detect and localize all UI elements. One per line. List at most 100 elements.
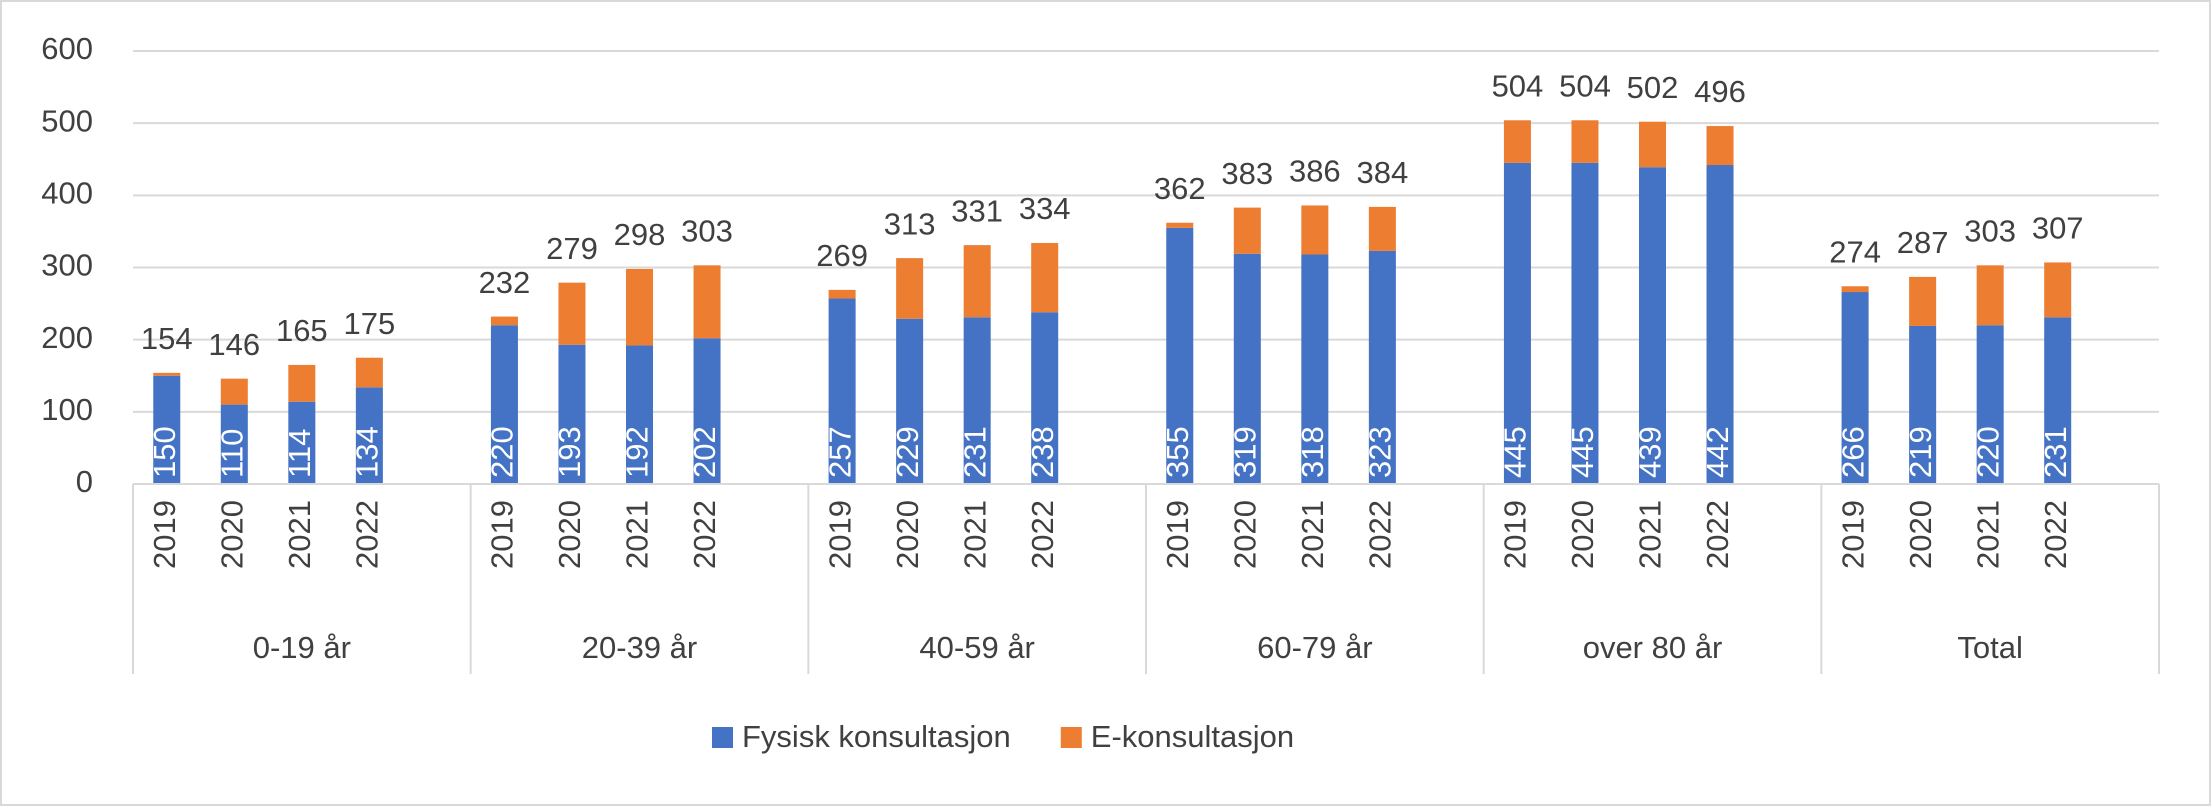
value-label: 192	[620, 426, 655, 478]
x-tick-label: 2019	[822, 500, 857, 569]
bar-segment	[558, 282, 586, 345]
total-label: 307	[2032, 211, 2084, 246]
y-tick-label: 400	[41, 176, 93, 211]
x-tick-label: 2020	[552, 500, 587, 569]
total-label: 313	[884, 206, 936, 241]
bar-segment	[288, 364, 316, 402]
x-tick-label: 2021	[282, 500, 317, 569]
bar-segment	[1368, 206, 1396, 251]
x-tick-label: 2019	[1160, 500, 1195, 569]
x-tick-label: 2022	[2038, 500, 2073, 569]
group-label: Total	[1957, 630, 2022, 665]
bar-segment	[828, 289, 856, 299]
total-label: 279	[546, 231, 598, 266]
bar-segment	[1638, 167, 1667, 484]
bar-segment	[625, 345, 654, 484]
group-label: 0-19 år	[253, 630, 351, 665]
bar-segment	[1301, 205, 1329, 255]
value-label: 266	[1835, 426, 1870, 478]
x-tick-label: 2021	[1295, 500, 1330, 569]
value-label: 220	[485, 426, 520, 478]
x-tick-label: 2019	[1498, 500, 1533, 569]
total-label: 504	[1559, 68, 1611, 103]
bar-segment	[896, 318, 924, 484]
total-label: 362	[1154, 171, 1206, 206]
value-label: 439	[1633, 426, 1668, 478]
value-label: 323	[1363, 426, 1398, 478]
bar-segment	[693, 265, 721, 339]
value-label: 318	[1295, 426, 1330, 478]
bar-segment	[896, 258, 924, 319]
total-label: 287	[1897, 225, 1949, 260]
bar-segment	[1909, 276, 1937, 326]
value-label: 442	[1700, 426, 1735, 478]
y-tick-label: 200	[41, 320, 93, 355]
legend-label: Fysisk konsultasjon	[742, 719, 1011, 754]
bar-segment	[1368, 250, 1396, 484]
bar-segment	[2044, 317, 2072, 484]
bar-segment	[1571, 162, 1599, 484]
value-label: 150	[147, 426, 182, 478]
x-tick-label: 2019	[485, 500, 520, 569]
bar-segment	[1841, 286, 1869, 293]
x-tick-label: 2022	[687, 500, 722, 569]
bar-segment	[220, 404, 248, 484]
value-label: 193	[552, 426, 587, 478]
x-tick-label: 2021	[1970, 500, 2005, 569]
total-label: 496	[1694, 74, 1746, 109]
bar-segment	[1571, 120, 1599, 163]
y-tick-label: 300	[41, 248, 93, 283]
total-label: 303	[681, 214, 733, 249]
bar-segment	[288, 401, 316, 484]
total-label: 502	[1627, 70, 1679, 105]
x-tick-label: 2021	[957, 500, 992, 569]
total-label: 334	[1019, 191, 1071, 226]
bar-segment	[1841, 292, 1869, 484]
bar-segment	[1301, 254, 1329, 484]
total-label: 386	[1289, 154, 1341, 189]
total-label: 331	[951, 193, 1003, 228]
x-tick-label: 2022	[1700, 500, 1735, 569]
bar-segment	[1233, 207, 1261, 254]
value-label: 110	[214, 429, 249, 478]
group-label: 40-59 år	[919, 630, 1034, 665]
value-label: 231	[957, 426, 992, 478]
x-tick-label: 2020	[1565, 500, 1600, 569]
total-label: 232	[479, 265, 531, 300]
x-tick-label: 2022	[1363, 500, 1398, 569]
value-label: 238	[1025, 426, 1060, 478]
total-label: 154	[141, 321, 193, 356]
group-label: over 80 år	[1583, 630, 1723, 665]
value-label: 219	[1903, 426, 1938, 478]
y-tick-label: 500	[41, 103, 93, 138]
bar-segment	[963, 317, 991, 484]
bar-segment	[1166, 222, 1194, 228]
value-label: 355	[1160, 426, 1195, 478]
total-label: 303	[1964, 214, 2016, 249]
total-label: 274	[1829, 234, 1881, 269]
value-label: 134	[350, 426, 385, 478]
total-label: 298	[614, 217, 666, 252]
legend-swatch	[1060, 727, 1082, 748]
y-tick-label: 600	[41, 31, 93, 66]
bar-segment	[558, 344, 586, 484]
total-label: 269	[816, 238, 868, 273]
bar-segment	[1166, 227, 1194, 484]
bar-segment	[693, 338, 721, 484]
x-tick-label: 2021	[620, 500, 655, 569]
bar-segment	[220, 378, 248, 405]
bar-segment	[1638, 121, 1667, 168]
bar-segment	[490, 325, 518, 484]
bar-segment	[355, 387, 383, 484]
x-tick-label: 2020	[214, 500, 249, 569]
group-label: 60-79 år	[1257, 630, 1372, 665]
x-tick-label: 2021	[1633, 500, 1668, 569]
total-label: 504	[1492, 68, 1544, 103]
y-tick-label: 0	[76, 464, 93, 499]
bar-segment	[490, 316, 518, 326]
x-tick-label: 2019	[147, 500, 182, 569]
value-label: 114	[282, 429, 317, 478]
total-label: 383	[1221, 156, 1273, 191]
x-tick-label: 2019	[1835, 500, 1870, 569]
